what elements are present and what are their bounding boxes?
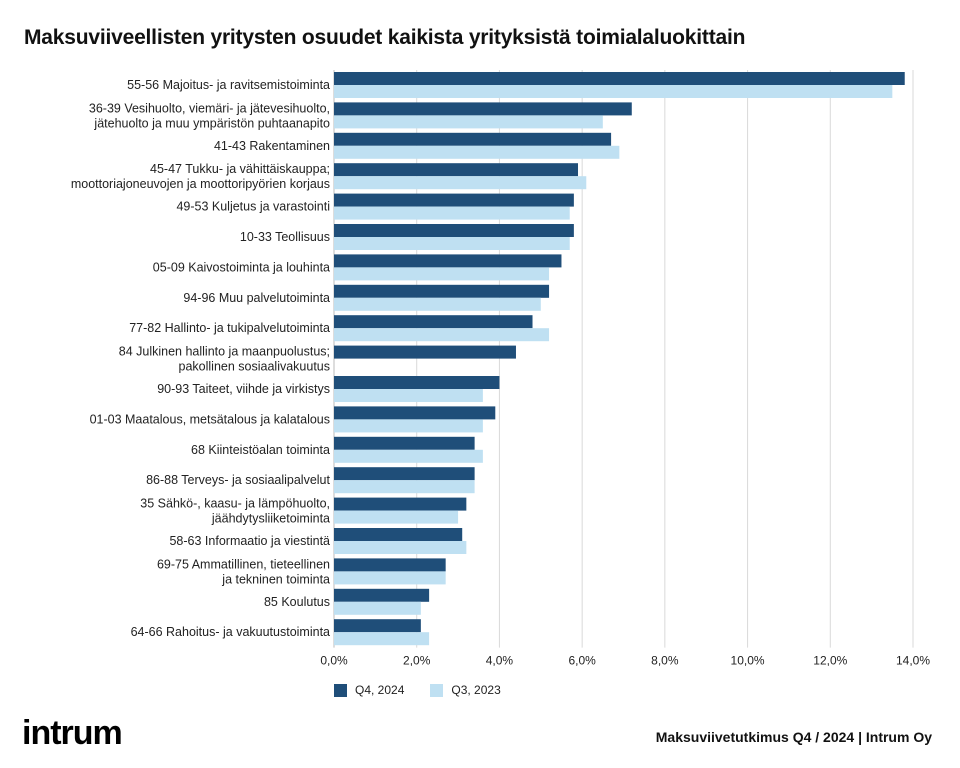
bar-q3-2023	[334, 389, 483, 402]
bar-q4-2024	[334, 436, 475, 450]
bar-q4-2024	[334, 497, 467, 511]
legend-swatch	[334, 683, 347, 697]
x-tick-label: 4,0%	[486, 654, 514, 668]
category-label: 84 Julkinen hallinto ja maanpuolustus;	[119, 345, 330, 359]
bar-q3-2023	[334, 85, 893, 98]
x-tick-label: 10,0%	[731, 654, 765, 668]
category-label: 85 Koulutus	[264, 595, 330, 609]
bar-q3-2023	[334, 267, 550, 281]
legend-item: Q3, 2023	[430, 683, 501, 697]
x-tick-label: 0,0%	[320, 654, 348, 668]
category-label: 55-56 Majoitus- ja ravitsemistoiminta	[127, 78, 330, 92]
category-label: pakollinen sosiaalivakuutus	[179, 360, 330, 374]
legend: Q4, 2024 Q3, 2023	[334, 683, 501, 697]
bar-q3-2023	[334, 541, 467, 554]
category-label: 45-47 Tukku- ja vähittäiskauppa;	[150, 162, 330, 176]
category-label: 94-96 Muu palvelutoiminta	[183, 291, 330, 305]
bar-q4-2024	[334, 376, 500, 389]
category-label: 01-03 Maatalous, metsätalous ja kalatalo…	[90, 412, 330, 426]
category-label: 77-82 Hallinto- ja tukipalvelutoiminta	[129, 321, 330, 335]
bar-q4-2024	[334, 72, 905, 85]
bar-q3-2023	[334, 237, 570, 250]
bar-q4-2024	[334, 406, 496, 420]
bar-q4-2024	[334, 254, 562, 268]
category-label: 90-93 Taiteet, viihde ja virkistys	[157, 382, 330, 396]
category-label: 35 Sähkö-, kaasu- ja lämpöhuolto,	[140, 497, 330, 511]
bar-q4-2024	[334, 284, 550, 298]
bar-q3-2023	[334, 145, 620, 159]
category-label: 69-75 Ammatillinen, tieteellinen	[157, 557, 330, 571]
legend-label: Q4, 2024	[355, 683, 405, 697]
legend-swatch	[430, 683, 444, 697]
bar-q4-2024	[334, 224, 574, 237]
category-label: 49-53 Kuljetus ja varastointi	[176, 200, 330, 214]
bar-q3-2023	[334, 449, 483, 463]
bar-q4-2024	[334, 102, 632, 116]
bar-q3-2023	[334, 510, 459, 524]
bar-q3-2023	[334, 419, 483, 433]
x-tick-label: 14,0%	[896, 654, 930, 668]
bar-q3-2023	[334, 571, 446, 585]
x-tick-label: 2,0%	[403, 654, 431, 668]
bar-q4-2024	[334, 588, 430, 602]
x-tick-label: 8,0%	[651, 654, 679, 668]
bar-q3-2023	[334, 297, 541, 311]
category-label: ja tekninen toiminta	[221, 572, 330, 586]
category-label: jäähdytysliiketoiminta	[211, 512, 330, 526]
bar-q4-2024	[334, 528, 463, 541]
legend-item: Q4, 2024	[334, 683, 404, 697]
bar-q3-2023	[334, 632, 430, 646]
category-label: 86-88 Terveys- ja sosiaalipalvelut	[146, 473, 330, 487]
bar-q3-2023	[334, 328, 550, 342]
category-label: 05-09 Kaivostoiminta ja louhinta	[153, 260, 330, 274]
source-text: Maksuviivetutkimus Q4 / 2024 | Intrum Oy	[655, 729, 932, 745]
category-label: 36-39 Vesihuolto, viemäri- ja jätevesihu…	[89, 101, 330, 115]
bar-q3-2023	[334, 206, 570, 220]
intrum-logo: intrum	[22, 714, 123, 752]
bar-q4-2024	[334, 558, 446, 572]
bar-q3-2023	[334, 115, 603, 129]
chart-title: Maksuviiveellisten yritysten osuudet kai…	[24, 26, 746, 49]
category-label: 68 Kiinteistöalan toiminta	[191, 443, 330, 457]
category-label: 58-63 Informaatio ja viestintä	[169, 534, 330, 548]
bar-q4-2024	[334, 467, 475, 481]
bar-chart: 0,0% 2,0% 4,0% 6,0% 8,0% 10,0% 12,0% 14,0% 55-56…	[71, 70, 930, 668]
x-tick-label: 12,0%	[813, 654, 847, 668]
bar-q4-2024	[334, 193, 574, 207]
bar-q3-2023	[334, 601, 421, 615]
bar-q3-2023	[334, 176, 587, 190]
category-label: 41-43 Rakentaminen	[214, 139, 330, 153]
bar-q4-2024	[334, 132, 612, 146]
bar-q4-2024	[334, 315, 533, 329]
category-label: 10-33 Teollisuus	[240, 230, 330, 244]
legend-label: Q3, 2023	[451, 683, 501, 697]
category-label: jätehuolto ja muu ympäristön puhtaanapit…	[93, 116, 330, 130]
bar-q4-2024	[334, 619, 421, 633]
x-tick-label: 6,0%	[568, 654, 596, 668]
category-label: moottoriajoneuvojen ja moottoripyörien k…	[71, 177, 330, 191]
bar-q4-2024	[334, 345, 516, 359]
bar-q4-2024	[334, 163, 579, 177]
bar-q3-2023	[334, 480, 475, 494]
category-label: 64-66 Rahoitus- ja vakuutustoiminta	[131, 625, 330, 639]
